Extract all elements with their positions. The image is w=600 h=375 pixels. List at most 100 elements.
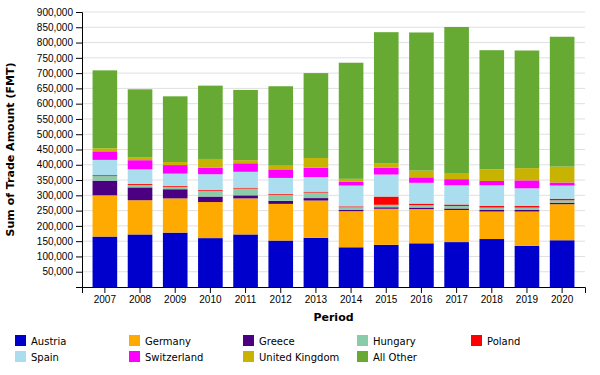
x-tick-label: 2009 xyxy=(164,294,187,305)
x-tick-mark xyxy=(210,287,211,293)
bar xyxy=(479,169,504,181)
legend-item: Germany xyxy=(129,335,191,347)
legend-swatch xyxy=(243,335,254,346)
plot: 2007200820092010201120122013201420152016… xyxy=(37,7,586,305)
legend-swatch xyxy=(471,335,482,346)
grid-line xyxy=(82,88,585,89)
y-tick-mark xyxy=(76,104,82,105)
x-tick: 2015 xyxy=(375,287,398,305)
y-tick-label: 700,000 xyxy=(37,68,74,79)
x-tick-mark xyxy=(315,287,316,293)
bar xyxy=(444,205,469,207)
y-tick-label: 550,000 xyxy=(37,114,74,125)
legend-label: Greece xyxy=(259,336,295,347)
bar xyxy=(409,177,434,183)
x-axis-line xyxy=(83,288,586,294)
bar xyxy=(163,165,188,174)
bar xyxy=(198,168,223,175)
y-tick-mark xyxy=(76,27,82,28)
legend-swatch xyxy=(357,351,368,362)
y-tick: 150,000 xyxy=(37,236,82,247)
bar xyxy=(268,204,293,241)
bar xyxy=(374,209,399,245)
x-tick-label: 2016 xyxy=(410,294,433,305)
x-tick-label: 2007 xyxy=(94,294,117,305)
bars xyxy=(93,27,575,287)
bar xyxy=(198,191,223,197)
grid-line xyxy=(82,271,585,272)
legend-label: Germany xyxy=(145,336,191,347)
y-tick-mark xyxy=(76,165,82,166)
y-tick-label: 150,000 xyxy=(37,236,74,247)
y-tick: 400,000 xyxy=(37,159,82,170)
bar xyxy=(374,175,399,197)
bar xyxy=(550,37,575,167)
y-tick: 50,000 xyxy=(42,266,82,277)
y-tick: 600,000 xyxy=(37,98,82,109)
grid-line xyxy=(82,164,585,165)
y-tick: 550,000 xyxy=(37,114,82,125)
bar xyxy=(515,210,540,212)
bar xyxy=(233,163,258,172)
y-tick-mark xyxy=(76,272,82,273)
bar xyxy=(198,174,223,190)
bar xyxy=(550,183,575,186)
x-tick-mark xyxy=(491,287,492,293)
bar xyxy=(339,63,364,179)
bar xyxy=(515,212,540,246)
x-tick-label: 2019 xyxy=(516,294,539,305)
bar xyxy=(550,203,575,205)
bar xyxy=(163,96,188,162)
bar xyxy=(93,195,118,236)
series xyxy=(93,233,575,287)
bar xyxy=(304,201,329,238)
bar xyxy=(409,208,434,210)
bar xyxy=(233,195,258,198)
bar xyxy=(515,51,540,169)
bar xyxy=(268,169,293,178)
bar xyxy=(233,90,258,160)
bar xyxy=(515,208,540,210)
x-tick: 2010 xyxy=(199,287,222,305)
grid-line xyxy=(82,195,585,196)
y-tick-label: 100,000 xyxy=(37,251,74,262)
bar xyxy=(339,179,364,182)
bar xyxy=(93,151,118,160)
legend: AustriaGermanyGreeceHungaryPolandSpainSw… xyxy=(15,335,520,363)
x-tick-label: 2008 xyxy=(129,294,152,305)
y-tick-mark xyxy=(76,119,82,120)
x-tick-label: 2020 xyxy=(551,294,574,305)
legend-item: Switzerland xyxy=(129,351,203,363)
y-tick-mark xyxy=(76,12,82,13)
bar xyxy=(374,205,399,207)
y-tick-label: 650,000 xyxy=(37,83,74,94)
legend-item: Austria xyxy=(15,335,66,347)
grid xyxy=(82,12,585,272)
bar xyxy=(198,238,223,287)
legend-label: All Other xyxy=(373,352,418,363)
x-tick-label: 2012 xyxy=(270,294,293,305)
bar xyxy=(550,167,575,183)
legend-label: Hungary xyxy=(373,336,416,347)
bar xyxy=(163,198,188,232)
x-tick: 2012 xyxy=(270,287,293,305)
bar xyxy=(163,189,188,198)
bar xyxy=(268,195,293,201)
bar xyxy=(479,181,504,185)
y-tick-label: 900,000 xyxy=(37,7,74,18)
grid-line xyxy=(82,149,585,150)
x-tick-mark xyxy=(421,287,422,293)
bar xyxy=(409,209,434,243)
bar xyxy=(268,86,293,165)
bar xyxy=(550,186,575,199)
bar xyxy=(128,200,153,234)
x-tick: 2020 xyxy=(551,287,574,305)
legend-item: Greece xyxy=(243,335,295,347)
y-tick-mark xyxy=(76,150,82,151)
bar xyxy=(550,199,575,201)
grid-line xyxy=(82,73,585,74)
legend-item: Hungary xyxy=(357,335,416,347)
bar xyxy=(93,70,118,148)
bar xyxy=(233,160,258,163)
bar xyxy=(233,172,258,188)
